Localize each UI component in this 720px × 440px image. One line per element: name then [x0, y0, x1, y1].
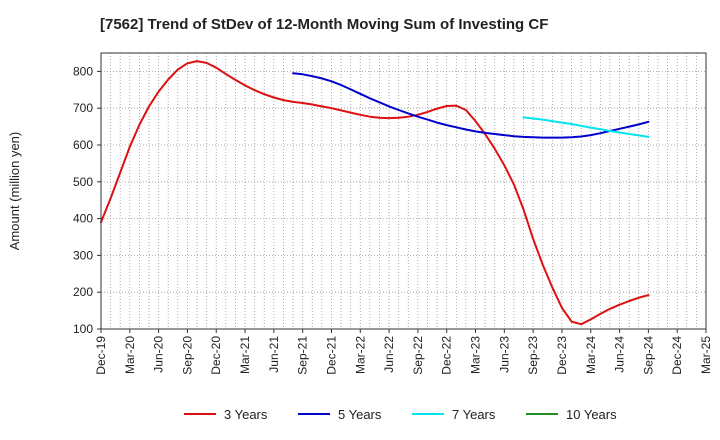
y-tick-label: 700	[73, 101, 93, 115]
plot-area	[101, 53, 706, 329]
x-tick-label: Sep-24	[641, 336, 655, 375]
grid-lines	[101, 53, 706, 330]
y-tick-label: 300	[73, 248, 93, 262]
x-tick-label: Dec-21	[324, 336, 338, 375]
x-tick-label: Sep-23	[526, 336, 540, 375]
series-line-1	[100, 60, 650, 326]
y-tick-label: 800	[73, 64, 93, 78]
x-tick-label: Jun-23	[497, 336, 511, 373]
y-tick-label: 200	[73, 285, 93, 299]
series-line-2	[292, 72, 650, 139]
x-axis-ticks: Dec-19 Mar-20 Jun-20 Sep-20 Dec-20 Mar-21 Jun-…	[94, 329, 713, 375]
x-tick-label: Mar-21	[238, 336, 252, 374]
x-tick-label: Mar-25	[699, 336, 713, 374]
x-tick-label: Mar-24	[584, 336, 598, 374]
x-tick-label: Dec-22	[440, 336, 454, 375]
x-tick-label: Dec-24	[670, 336, 684, 375]
x-tick-label: Dec-23	[555, 336, 569, 375]
x-tick-label: Jun-24	[613, 336, 627, 373]
x-tick-label: Sep-21	[296, 336, 310, 375]
x-tick-label: Dec-20	[209, 336, 223, 375]
y-tick-label: 100	[73, 322, 93, 336]
legend: 3 Years 5 Years 7 Years 10 Years	[184, 407, 617, 422]
legend-label: 5 Years	[338, 407, 382, 422]
x-tick-label: Jun-20	[152, 336, 166, 373]
x-tick-label: Sep-20	[180, 336, 194, 375]
plot-frame	[100, 52, 707, 330]
y-axis-ticks: 100 200 300 400 500 600 700 800	[73, 64, 101, 336]
legend-label: 7 Years	[452, 407, 496, 422]
y-tick-label: 500	[73, 175, 93, 189]
y-tick-label: 400	[73, 212, 93, 226]
x-tick-label: Sep-22	[411, 336, 425, 375]
legend-label: 10 Years	[566, 407, 617, 422]
x-tick-label: Mar-20	[123, 336, 137, 374]
x-tick-label: Dec-19	[94, 336, 108, 375]
plot-background	[101, 53, 706, 329]
legend-label: 3 Years	[224, 407, 268, 422]
x-tick-label: Jun-22	[382, 336, 396, 373]
y-tick-label: 600	[73, 138, 93, 152]
series-line-3	[522, 116, 650, 138]
chart-title: [7562] Trend of StDev of 12-Month Moving…	[100, 16, 548, 33]
series-lines	[100, 60, 650, 326]
y-axis-label: Amount (million yen)	[7, 132, 22, 251]
x-tick-label: Jun-21	[267, 336, 281, 373]
x-tick-label: Mar-22	[353, 336, 367, 374]
x-tick-label: Mar-23	[469, 336, 483, 374]
